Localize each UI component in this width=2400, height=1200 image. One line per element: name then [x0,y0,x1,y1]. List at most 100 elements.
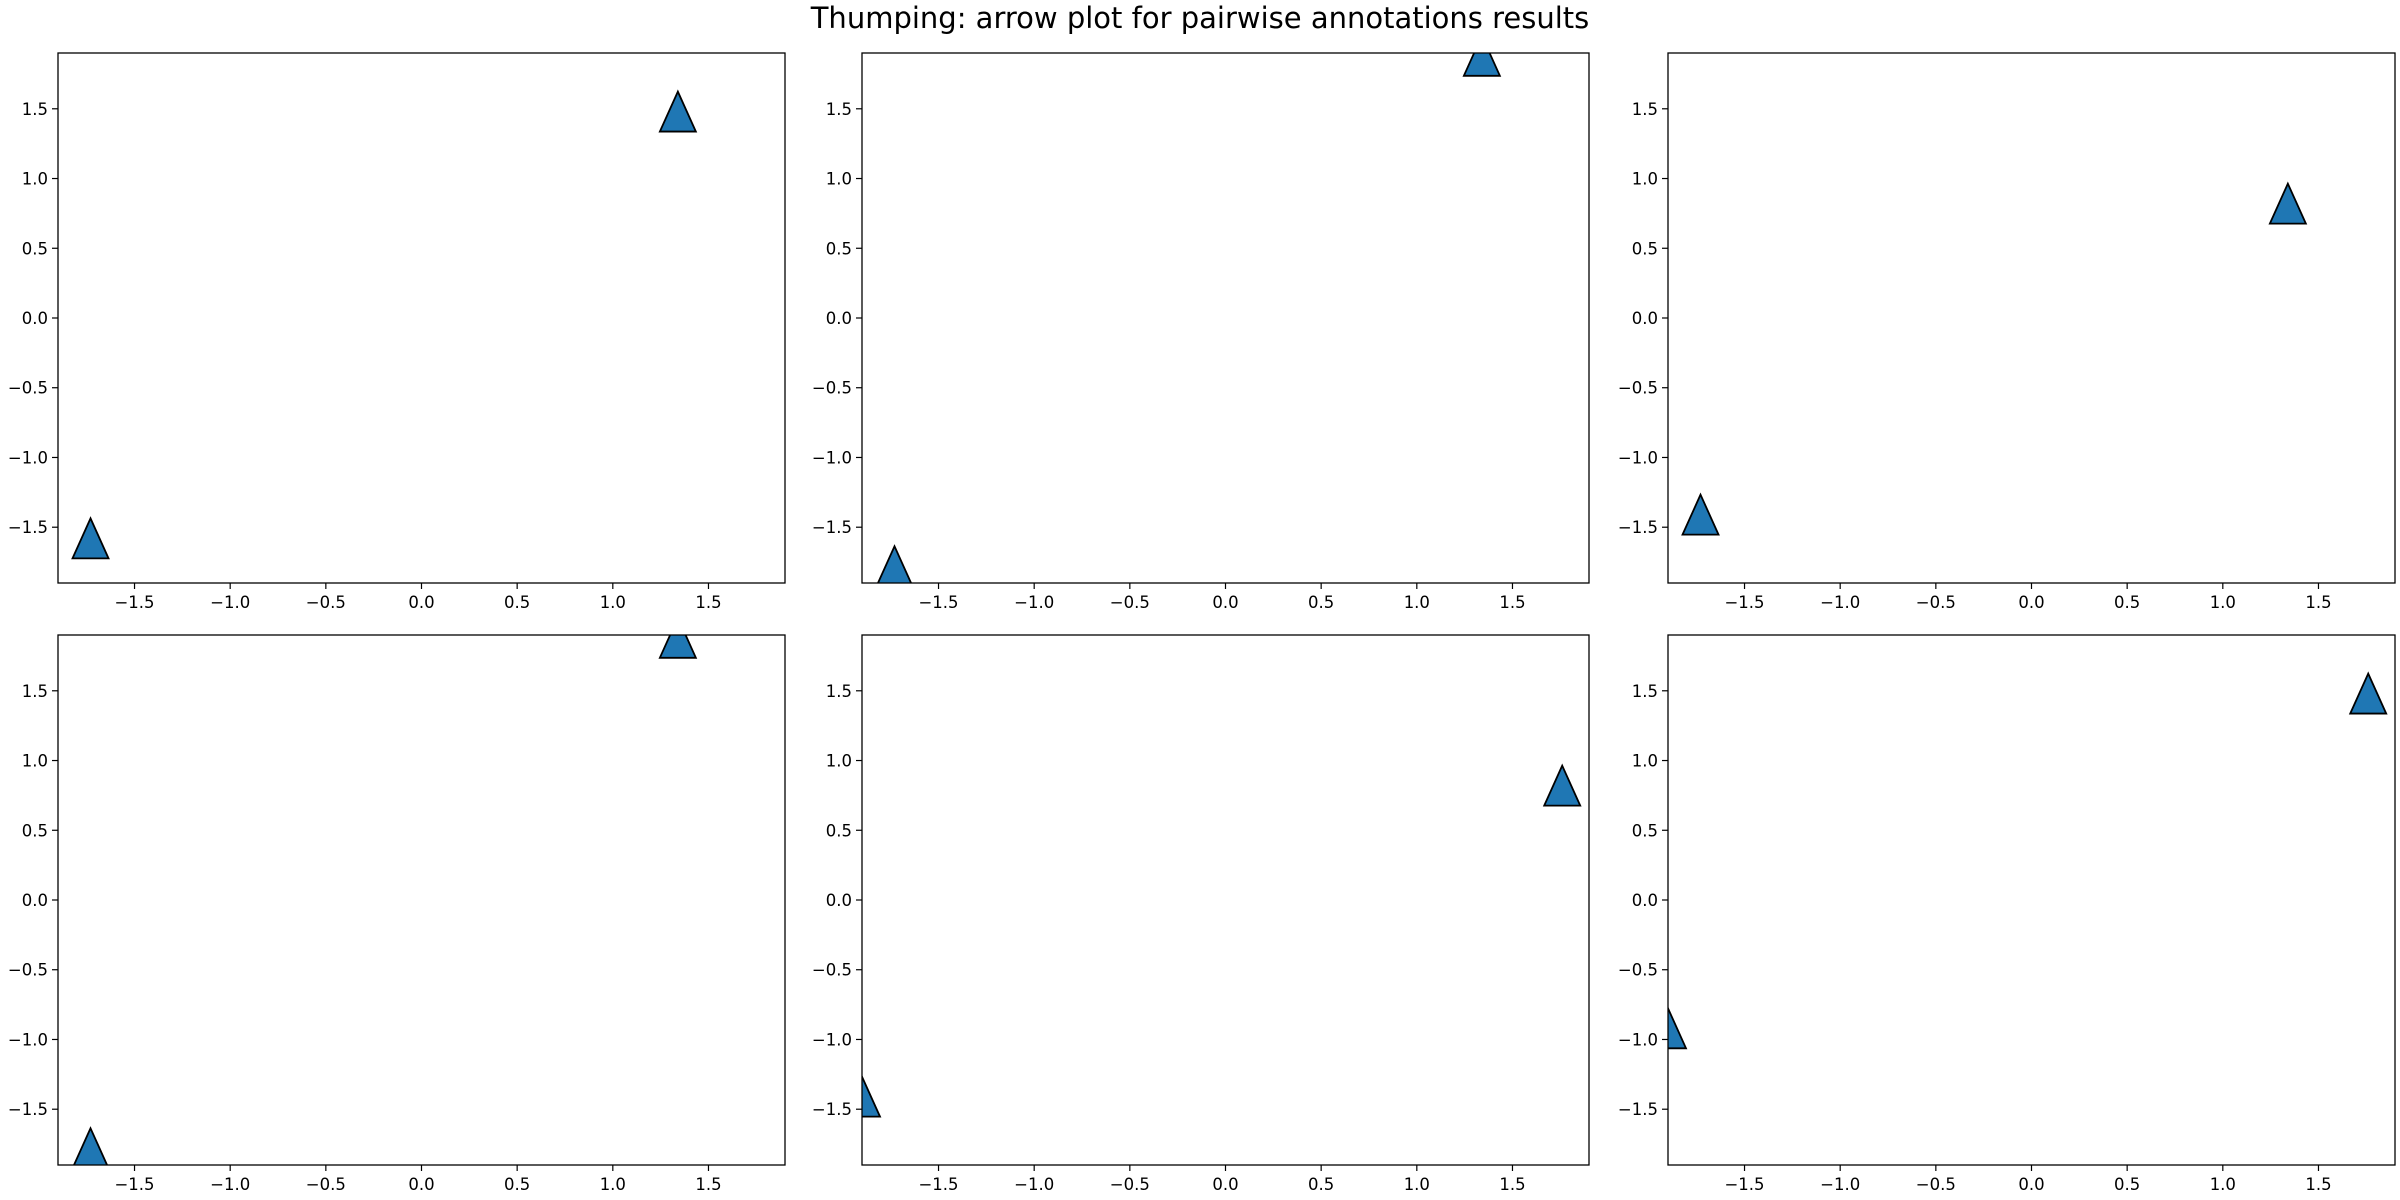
triangle-marker-2 [2268,181,2308,225]
x-tick-label: −0.5 [306,593,346,612]
figure-title: Thumping: arrow plot for pairwise annota… [810,1,1590,35]
y-tick-label: 0.0 [826,891,852,910]
x-tick-label: 1.5 [2305,593,2331,612]
y-tick-label: 1.5 [1632,682,1658,701]
x-tick-label: 1.5 [1499,1175,1525,1194]
y-tick-label: −1.0 [8,1030,48,1049]
x-tick-label: 0.0 [2018,1175,2044,1194]
x-tick-label: 0.0 [1212,593,1238,612]
y-tick-label: −1.5 [1618,518,1658,537]
x-tick-label: 0.5 [504,1175,530,1194]
y-tick-label: −0.5 [8,961,48,980]
axes-frame [57,52,786,584]
x-tick-label: 1.0 [2210,1175,2236,1194]
y-tick-label: 1.5 [22,682,48,701]
y-tick-label: 1.0 [1632,170,1658,189]
y-tick-label: 0.5 [1632,239,1658,258]
triangle-marker-1 [71,516,110,560]
x-tick-label: −1.5 [918,1175,958,1194]
triangle-marker-1 [862,1074,882,1118]
subplot-6: −1.5 −1.0 −0.5 0.0 0.5 1.0 1.5 −1.5 −1.0 −0.5 0.0 0… [1618,634,2396,1194]
axes-frame [1667,52,2396,584]
x-tick-label: 1.5 [2305,1175,2331,1194]
y-tick-label: −1.5 [1618,1100,1658,1119]
x-tick-label: 1.5 [695,593,721,612]
y-tick-label: −0.5 [1618,961,1658,980]
x-tick-label: 0.5 [1308,1175,1334,1194]
axes-frame [57,634,786,1166]
x-tick-label: 1.0 [1404,593,1430,612]
triangle-marker-1 [1668,1006,1688,1050]
subplot-4: −1.5 −1.0 −0.5 0.0 0.5 1.0 1.5 −1.5 −1.0 −0.5 0.0 0… [8,634,786,1194]
x-tick-label: −0.5 [1110,1175,1150,1194]
triangle-marker-2 [658,635,698,659]
y-tick-label: 0.0 [826,309,852,328]
triangle-marker-2 [1462,53,1502,77]
y-tick-label: 1.5 [22,100,48,119]
y-tick-label: −1.5 [812,518,852,537]
x-tick-label: −1.0 [1014,593,1054,612]
y-tick-label: 1.5 [826,682,852,701]
x-tick-label: −0.5 [1916,593,1956,612]
x-tick-label: −1.5 [918,593,958,612]
y-tick-label: 1.0 [22,170,48,189]
subplot-3: −1.5 −1.0 −0.5 0.0 0.5 1.0 1.5 −1.5 −1.0 −0.5 0.0 0… [1618,52,2396,612]
y-tick-label: −1.0 [812,1030,852,1049]
axes-frame [861,634,1590,1166]
markers [1668,671,2388,1050]
x-tick-label: −0.5 [1110,593,1150,612]
markers [1681,181,2308,536]
triangle-marker-1 [1681,492,1720,536]
markers [877,53,1502,583]
y-tick-label: 1.0 [1632,752,1658,771]
x-tick-label: −1.5 [114,593,154,612]
markers [73,635,698,1165]
x-tick-label: 1.0 [600,593,626,612]
x-tick-label: 1.0 [600,1175,626,1194]
y-tick-label: 0.5 [826,821,852,840]
y-tick-label: 0.0 [22,309,48,328]
y-tick-label: 0.0 [1632,309,1658,328]
y-tick-label: −1.0 [1618,448,1658,467]
x-tick-label: 0.5 [1308,593,1334,612]
x-tick-label: 0.0 [408,593,434,612]
y-tick-label: 0.5 [22,239,48,258]
x-tick-label: 1.0 [2210,593,2236,612]
x-tick-label: 0.5 [504,593,530,612]
x-tick-label: −1.5 [1724,593,1764,612]
y-tick-label: −0.5 [812,379,852,398]
y-tick-label: 0.5 [826,239,852,258]
x-tick-label: 0.0 [408,1175,434,1194]
axes-frame [1667,634,2396,1166]
x-tick-label: 1.0 [1404,1175,1430,1194]
x-tick-label: 1.5 [695,1175,721,1194]
y-tick-label: 1.0 [826,170,852,189]
y-tick-label: −0.5 [812,961,852,980]
y-tick-label: 0.5 [22,821,48,840]
markers [862,763,1582,1118]
x-tick-label: −1.0 [210,593,250,612]
x-tick-label: 0.5 [2114,593,2140,612]
subplot-5: −1.5 −1.0 −0.5 0.0 0.5 1.0 1.5 −1.5 −1.0 −0.5 0.0 0… [812,634,1590,1194]
y-tick-label: 1.5 [826,100,852,119]
x-tick-label: −0.5 [1916,1175,1956,1194]
x-tick-label: 1.5 [1499,593,1525,612]
y-tick-label: 1.0 [22,752,48,771]
axes-frame [861,52,1590,584]
y-tick-label: −1.0 [8,448,48,467]
y-tick-label: −0.5 [1618,379,1658,398]
x-tick-label: −1.0 [1820,593,1860,612]
y-tick-label: −1.0 [1618,1030,1658,1049]
triangle-marker-2 [658,89,698,133]
y-tick-label: −1.0 [812,448,852,467]
x-tick-label: −1.0 [1014,1175,1054,1194]
y-tick-label: −0.5 [8,379,48,398]
x-tick-label: 0.5 [2114,1175,2140,1194]
y-tick-label: 1.0 [826,752,852,771]
y-tick-label: −1.5 [812,1100,852,1119]
triangle-marker-1 [877,544,913,583]
y-tick-label: 0.5 [1632,821,1658,840]
x-tick-label: 0.0 [2018,593,2044,612]
markers [71,89,698,560]
